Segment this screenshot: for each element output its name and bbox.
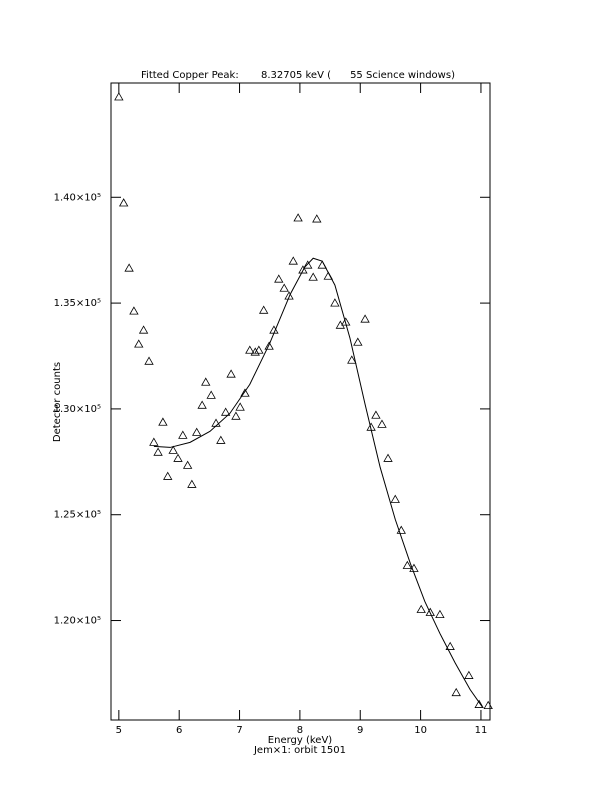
data-point (435, 609, 445, 619)
data-point (425, 607, 435, 616)
data-point (474, 699, 484, 708)
data-point (201, 377, 211, 386)
data-point (134, 339, 144, 348)
data-point (264, 341, 274, 350)
data-point (371, 410, 381, 419)
data-point (308, 272, 318, 281)
data-point (312, 214, 322, 223)
data-point (138, 325, 149, 334)
x-tick-label: 5 (116, 725, 122, 736)
x-tick-label: 10 (414, 725, 427, 736)
data-point (158, 417, 168, 426)
y-axis-label: Detector counts (52, 362, 63, 442)
data-point (114, 92, 124, 101)
x-axis-label: Energy (keV) (268, 735, 333, 746)
data-point (483, 700, 493, 710)
y-tick-label: 1.40×10⁵ (54, 192, 101, 203)
data-point (360, 314, 370, 323)
data-point (250, 347, 260, 356)
data-point (231, 411, 241, 420)
data-point (377, 419, 387, 428)
data-point (390, 494, 400, 503)
y-tick-label: 1.30×10⁵ (54, 404, 101, 415)
data-point (245, 345, 255, 354)
x-tick-label: 9 (357, 725, 363, 736)
data-point (464, 670, 474, 679)
data-point (284, 291, 294, 300)
fit-line (153, 257, 483, 707)
data-point (192, 427, 202, 436)
data-point (445, 641, 455, 650)
data-point (206, 390, 216, 399)
data-point (240, 388, 250, 397)
x-tick-label: 7 (236, 725, 242, 736)
data-point (383, 453, 393, 462)
x-tick-label: 6 (176, 725, 182, 736)
data-point (402, 560, 413, 569)
data-point (416, 604, 426, 613)
data-point (144, 356, 154, 365)
data-point (178, 430, 188, 439)
y-tick-label: 1.20×10⁵ (54, 616, 101, 627)
data-point (149, 437, 159, 446)
data-point (293, 213, 303, 222)
data-point (168, 445, 178, 454)
data-point (258, 305, 269, 314)
data-point (124, 263, 134, 272)
data-point (451, 687, 461, 697)
data-point (153, 447, 163, 456)
subtitle: Jem×1: orbit 1501 (253, 745, 346, 756)
data-point (303, 260, 313, 269)
data-point (330, 298, 340, 307)
data-point (216, 435, 226, 444)
data-point (187, 479, 197, 488)
data-point (163, 471, 173, 480)
data-point (235, 402, 245, 411)
data-point (298, 265, 308, 274)
y-tick-label: 1.35×10⁵ (54, 298, 101, 309)
data-point (279, 283, 289, 292)
data-point (347, 355, 357, 364)
data-point (288, 256, 298, 265)
data-point (173, 453, 183, 462)
chart-title: Fitted Copper Peak: 8.32705 keV ( 55 Sci… (141, 70, 455, 81)
data-point (182, 460, 193, 469)
x-tick-label: 8 (297, 725, 303, 736)
y-tick-label: 1.25×10⁵ (54, 510, 101, 521)
data-point (353, 337, 363, 346)
data-point (197, 400, 207, 409)
data-point (274, 274, 284, 283)
x-tick-label: 11 (475, 725, 488, 736)
data-point (129, 306, 139, 315)
data-point (254, 345, 264, 354)
data-point (220, 407, 231, 416)
plot-frame (110, 82, 491, 721)
data-point (226, 369, 236, 378)
data-point (118, 198, 129, 207)
